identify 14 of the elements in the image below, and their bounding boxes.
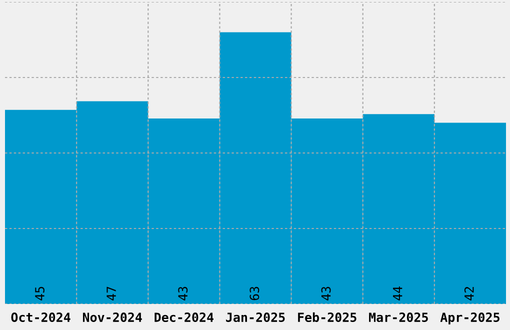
data-label: 43: [321, 286, 331, 300]
x-tick-label: Feb-2025: [298, 312, 356, 322]
x-tick-label: Apr-2025: [440, 312, 500, 324]
x-tick-label: Oct-2024: [11, 312, 70, 322]
data-label: 63: [250, 286, 260, 300]
x-tick-label: Dec-2024: [154, 312, 214, 322]
data-label: 45: [35, 286, 44, 300]
data-label: 47: [106, 286, 116, 300]
x-tick-label: Jan-2025: [226, 312, 285, 322]
x-tick-label: Nov-2024: [82, 312, 142, 322]
data-label: 44: [393, 286, 402, 300]
x-tick-label: Mar-2025: [369, 312, 428, 322]
data-label: 42: [464, 286, 474, 300]
data-label: 43: [178, 286, 188, 300]
